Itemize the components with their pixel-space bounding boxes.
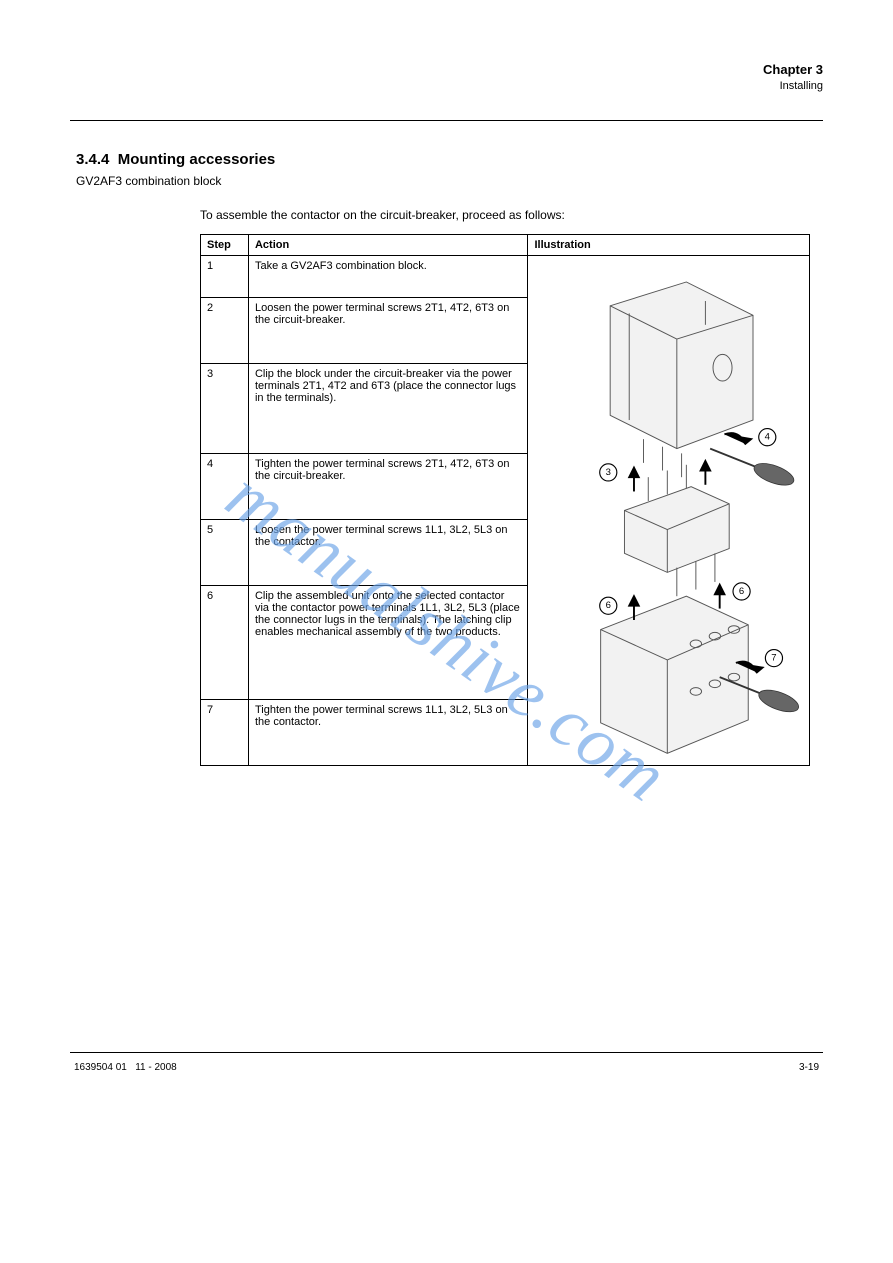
contactor-icon <box>601 596 749 753</box>
arrow-up-icon <box>630 461 711 491</box>
callout-3: 3 <box>600 464 617 481</box>
chapter-number: Chapter 3 <box>763 62 823 77</box>
table-row: 1 Take a GV2AF3 combination block. <box>201 256 810 298</box>
step-num: 1 <box>201 256 249 298</box>
screwdriver-icon <box>711 449 797 490</box>
section-title-text: Mounting accessories <box>118 151 276 168</box>
section-subtitle: GV2AF3 combination block <box>76 174 823 188</box>
assembly-table: Step Action Illustration 1 Take a GV2AF3… <box>200 234 810 766</box>
section-number: 3.4.4 <box>76 151 109 168</box>
step-action: Loosen the power terminal screws 1L1, 3L… <box>248 520 528 586</box>
footer-docref: 1639504 01 11 - 2008 <box>74 1062 177 1073</box>
footer-page-number: 3-19 <box>799 1062 819 1073</box>
step-num: 5 <box>201 520 249 586</box>
chapter-title: Installing <box>780 80 823 92</box>
circuit-breaker-icon <box>611 282 754 477</box>
svg-text:3: 3 <box>606 467 611 478</box>
step-num: 6 <box>201 586 249 700</box>
svg-text:6: 6 <box>739 586 744 597</box>
callout-4: 4 <box>759 429 776 446</box>
step-action: Tighten the power terminal screws 2T1, 4… <box>248 454 528 520</box>
step-action: Loosen the power terminal screws 2T1, 4T… <box>248 298 528 364</box>
col-action-header: Action <box>248 235 528 256</box>
step-action: Clip the block under the circuit-breaker… <box>248 364 528 454</box>
col-step-header: Step <box>201 235 249 256</box>
svg-text:4: 4 <box>765 432 771 443</box>
assembly-illustration: 3 4 6 6 <box>534 260 803 761</box>
svg-text:6: 6 <box>606 600 611 611</box>
callout-6b: 6 <box>733 583 750 600</box>
svg-text:7: 7 <box>772 653 777 664</box>
step-action: Clip the assembled unit onto the selecte… <box>248 586 528 700</box>
step-num: 4 <box>201 454 249 520</box>
intro-text: To assemble the contactor on the circuit… <box>200 208 823 222</box>
callout-6a: 6 <box>600 597 617 614</box>
footer-rule <box>70 1052 823 1053</box>
illustration-cell: 3 4 6 6 <box>528 256 810 766</box>
step-action: Take a GV2AF3 combination block. <box>248 256 528 298</box>
table-header-row: Step Action Illustration <box>201 235 810 256</box>
section-heading: 3.4.4 Mounting accessories <box>76 151 823 168</box>
step-num: 2 <box>201 298 249 364</box>
step-action: Tighten the power terminal screws 1L1, 3… <box>248 700 528 766</box>
callout-7: 7 <box>766 650 783 667</box>
header-rule <box>70 120 823 121</box>
step-num: 7 <box>201 700 249 766</box>
step-num: 3 <box>201 364 249 454</box>
col-illustration-header: Illustration <box>528 235 810 256</box>
combination-block-icon <box>625 465 730 596</box>
